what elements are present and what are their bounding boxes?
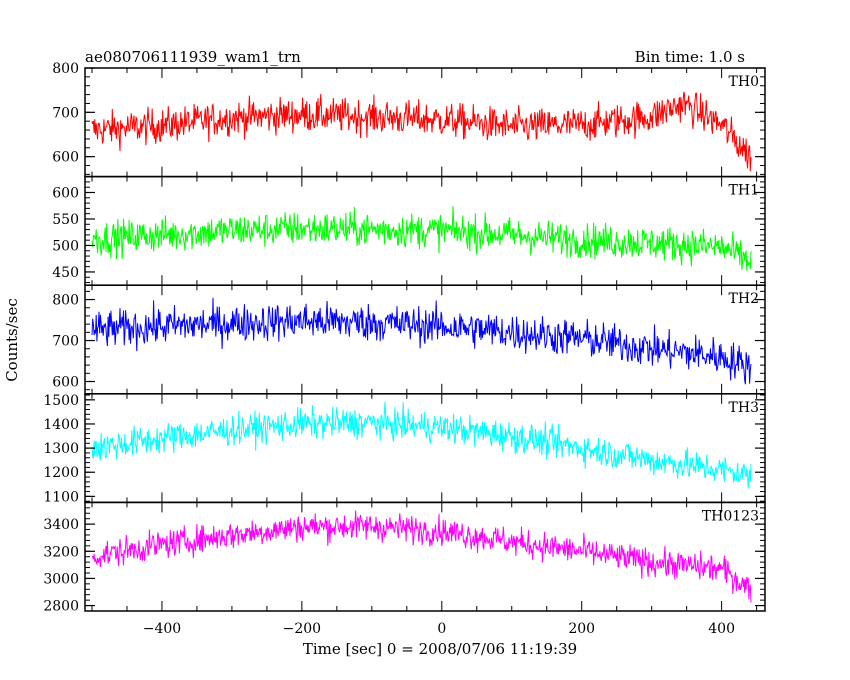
bin-time-label: Bin time: 1.0 s [635, 48, 745, 66]
y-tick-label: 3400 [43, 517, 79, 533]
series-line-th2 [91, 297, 752, 385]
series-line-th0123 [91, 510, 752, 603]
panel-frame [84, 501, 766, 612]
y-axis-label: Counts/sec [3, 298, 21, 382]
series-line-th0 [91, 91, 752, 172]
y-tick-label: 1400 [43, 417, 79, 433]
panel-frame [84, 393, 766, 504]
panel-label-th0: TH0 [729, 74, 759, 90]
y-tick-label: 500 [52, 238, 79, 254]
series-line-th3 [91, 401, 752, 489]
y-tick-label: 3000 [43, 571, 79, 587]
panel-th2: 600 700 800 TH2 [52, 284, 766, 395]
y-tick-label: 600 [52, 185, 79, 201]
panel-th1: 450 500 550 600 TH1 [52, 175, 766, 286]
y-tick-label: 1200 [43, 465, 79, 481]
y-tick-label: 700 [52, 334, 79, 350]
y-tick-label: 3200 [43, 544, 79, 560]
panel-label-th3: TH3 [729, 400, 759, 416]
x-tick-label: −400 [143, 621, 181, 637]
y-tick-label: 800 [52, 61, 79, 77]
panel-label-th1: TH1 [729, 183, 759, 199]
x-tick-label: 0 [437, 621, 446, 637]
y-tick-label: 550 [52, 212, 79, 228]
x-tick-label: 400 [708, 621, 735, 637]
y-tick-label: 1300 [43, 441, 79, 457]
panel-th0: 600 700 800 TH0 [52, 61, 766, 178]
panel-label-th0123: TH0123 [702, 508, 759, 524]
y-tick-label: 600 [52, 375, 79, 391]
y-tick-label: 600 [52, 150, 79, 166]
panel-th3: 1100 1200 1300 1400 1500 TH3 [43, 393, 766, 505]
y-tick-label: 800 [52, 293, 79, 309]
panel-frame [84, 175, 766, 286]
chart-title: ae080706111939_wam1_trn [85, 48, 301, 66]
y-tick-label: 1500 [43, 393, 79, 409]
panels-group: 600 700 800 TH0 450 500 550 600 TH1 600 700 800 TH2 1… [43, 61, 766, 637]
panel-th0123: 2800 3000 3200 3400 TH0123 [43, 501, 766, 615]
panel-label-th2: TH2 [729, 291, 759, 307]
x-axis-label: Time [sec] 0 = 2008/07/06 11:19:39 [303, 640, 577, 658]
x-tick-label: 200 [568, 621, 595, 637]
y-tick-label: 700 [52, 105, 79, 121]
y-tick-label: 450 [52, 265, 79, 281]
x-tick-label: −200 [283, 621, 321, 637]
y-tick-label: 2800 [43, 599, 79, 615]
series-line-th1 [91, 206, 752, 271]
y-tick-label: 1100 [43, 489, 79, 505]
